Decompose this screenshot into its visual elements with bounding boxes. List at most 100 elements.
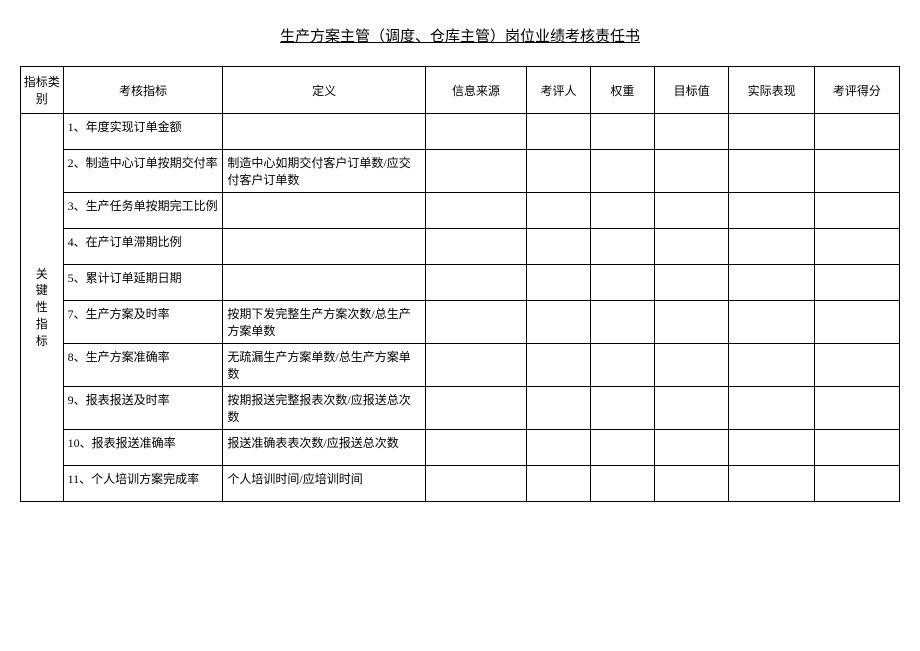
source-cell <box>425 344 526 387</box>
score-cell <box>814 265 899 301</box>
source-cell <box>425 466 526 502</box>
weight-cell <box>590 387 654 430</box>
indicator-cell: 9、报表报送及时率 <box>63 387 223 430</box>
target-cell <box>654 193 729 229</box>
indicator-cell: 8、生产方案准确率 <box>63 344 223 387</box>
evaluator-cell <box>527 344 591 387</box>
weight-cell <box>590 114 654 150</box>
target-cell <box>654 301 729 344</box>
evaluator-cell <box>527 229 591 265</box>
performance-cell <box>729 387 814 430</box>
table-row: 9、报表报送及时率按期报送完整报表次数/应报送总次数 <box>21 387 900 430</box>
table-row: 10、报表报送准确率报送准确表表次数/应报送总次数 <box>21 430 900 466</box>
target-cell <box>654 229 729 265</box>
table-row: 3、生产任务单按期完工比例 <box>21 193 900 229</box>
target-cell <box>654 150 729 193</box>
definition-cell: 按期报送完整报表次数/应报送总次数 <box>223 387 425 430</box>
evaluator-cell <box>527 150 591 193</box>
indicator-cell: 10、报表报送准确率 <box>63 430 223 466</box>
indicator-cell: 2、制造中心订单按期交付率 <box>63 150 223 193</box>
target-cell <box>654 466 729 502</box>
definition-cell <box>223 114 425 150</box>
header-source: 信息来源 <box>425 67 526 114</box>
performance-cell <box>729 114 814 150</box>
table-header-row: 指标类别 考核指标 定义 信息来源 考评人 权重 目标值 实际表现 考评得分 <box>21 67 900 114</box>
score-cell <box>814 430 899 466</box>
table-row: 11、个人培训方案完成率个人培训时间/应培训时间 <box>21 466 900 502</box>
header-target: 目标值 <box>654 67 729 114</box>
indicator-cell: 11、个人培训方案完成率 <box>63 466 223 502</box>
source-cell <box>425 229 526 265</box>
definition-cell: 无疏漏生产方案单数/总生产方案单数 <box>223 344 425 387</box>
source-cell <box>425 114 526 150</box>
evaluation-table: 指标类别 考核指标 定义 信息来源 考评人 权重 目标值 实际表现 考评得分 关… <box>20 66 900 502</box>
performance-cell <box>729 150 814 193</box>
definition-cell <box>223 265 425 301</box>
evaluator-cell <box>527 387 591 430</box>
weight-cell <box>590 229 654 265</box>
score-cell <box>814 193 899 229</box>
definition-cell <box>223 193 425 229</box>
score-cell <box>814 387 899 430</box>
performance-cell <box>729 430 814 466</box>
table-row: 5、累计订单延期日期 <box>21 265 900 301</box>
score-cell <box>814 344 899 387</box>
score-cell <box>814 114 899 150</box>
performance-cell <box>729 301 814 344</box>
score-cell <box>814 229 899 265</box>
table-row: 关键性指标1、年度实现订单金额 <box>21 114 900 150</box>
category-cell: 关键性指标 <box>21 114 64 502</box>
evaluator-cell <box>527 430 591 466</box>
score-cell <box>814 301 899 344</box>
header-definition: 定义 <box>223 67 425 114</box>
performance-cell <box>729 265 814 301</box>
weight-cell <box>590 150 654 193</box>
target-cell <box>654 114 729 150</box>
performance-cell <box>729 466 814 502</box>
weight-cell <box>590 265 654 301</box>
page-title: 生产方案主管（调度、仓库主管）岗位业绩考核责任书 <box>20 25 900 46</box>
definition-cell: 按期下发完整生产方案次数/总生产方案单数 <box>223 301 425 344</box>
indicator-cell: 5、累计订单延期日期 <box>63 265 223 301</box>
evaluator-cell <box>527 301 591 344</box>
source-cell <box>425 265 526 301</box>
indicator-cell: 1、年度实现订单金额 <box>63 114 223 150</box>
table-row: 4、在产订单滞期比例 <box>21 229 900 265</box>
evaluator-cell <box>527 265 591 301</box>
performance-cell <box>729 193 814 229</box>
source-cell <box>425 150 526 193</box>
target-cell <box>654 265 729 301</box>
header-performance: 实际表现 <box>729 67 814 114</box>
target-cell <box>654 387 729 430</box>
source-cell <box>425 301 526 344</box>
source-cell <box>425 387 526 430</box>
weight-cell <box>590 301 654 344</box>
table-row: 8、生产方案准确率无疏漏生产方案单数/总生产方案单数 <box>21 344 900 387</box>
definition-cell <box>223 229 425 265</box>
weight-cell <box>590 430 654 466</box>
performance-cell <box>729 229 814 265</box>
definition-cell: 报送准确表表次数/应报送总次数 <box>223 430 425 466</box>
weight-cell <box>590 344 654 387</box>
header-indicator: 考核指标 <box>63 67 223 114</box>
target-cell <box>654 344 729 387</box>
definition-cell: 个人培训时间/应培训时间 <box>223 466 425 502</box>
score-cell <box>814 150 899 193</box>
header-evaluator: 考评人 <box>527 67 591 114</box>
target-cell <box>654 430 729 466</box>
table-row: 2、制造中心订单按期交付率制造中心如期交付客户订单数/应交付客户订单数 <box>21 150 900 193</box>
evaluator-cell <box>527 466 591 502</box>
header-weight: 权重 <box>590 67 654 114</box>
evaluator-cell <box>527 114 591 150</box>
source-cell <box>425 193 526 229</box>
score-cell <box>814 466 899 502</box>
indicator-cell: 3、生产任务单按期完工比例 <box>63 193 223 229</box>
weight-cell <box>590 466 654 502</box>
weight-cell <box>590 193 654 229</box>
header-category: 指标类别 <box>21 67 64 114</box>
definition-cell: 制造中心如期交付客户订单数/应交付客户订单数 <box>223 150 425 193</box>
header-score: 考评得分 <box>814 67 899 114</box>
performance-cell <box>729 344 814 387</box>
indicator-cell: 7、生产方案及时率 <box>63 301 223 344</box>
evaluator-cell <box>527 193 591 229</box>
